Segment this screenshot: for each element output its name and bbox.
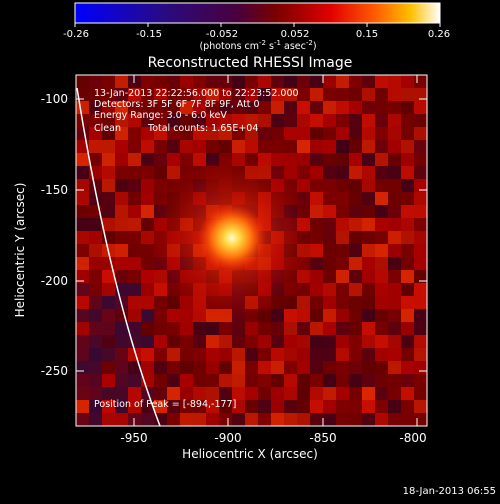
- peak-position: Position of Peak = [-894,-177]: [94, 399, 236, 410]
- plot-frame: [75, 74, 428, 427]
- x-ticks: [133, 75, 418, 426]
- x-tick-label: -850: [309, 431, 336, 445]
- colorbar: [74, 2, 441, 24]
- colorbar-tick-label: -0.26: [63, 29, 89, 40]
- rhessi-image: [76, 75, 427, 426]
- solar-limb: [76, 87, 161, 426]
- annotation-time: 13-Jan-2013 22:22:56.000 to 22:23:52.000: [94, 88, 299, 99]
- annotation-counts: Total counts: 1.65E+04: [147, 123, 258, 134]
- annotation-energy: Energy Range: 3.0 - 6.0 keV: [94, 110, 227, 121]
- y-ticks: [76, 98, 427, 372]
- colorbar-units: (photons cm-2 s-1 asec-2): [199, 39, 316, 52]
- x-tick-label: -800: [399, 431, 426, 445]
- colorbar-tick-label: 0.26: [428, 29, 450, 40]
- y-tick-label: -250: [41, 364, 68, 378]
- x-axis-label: Heliocentric X (arcsec): [182, 447, 318, 461]
- x-tick-label: -950: [120, 431, 147, 445]
- y-tick-label: -150: [41, 183, 68, 197]
- plot-title: Reconstructed RHESSI Image: [148, 55, 353, 71]
- annotation-detectors: Detectors: 3F 5F 6F 7F 8F 9F, Att 0: [94, 99, 260, 110]
- footer-date: 18-Jan-2013 06:55: [403, 486, 496, 497]
- y-tick-label: -100: [41, 92, 68, 106]
- colorbar-ticks: [74, 23, 441, 27]
- colorbar-tick-label: 0.15: [356, 29, 378, 40]
- colorbar-tick-label: -0.052: [206, 29, 238, 40]
- y-tick-label: -200: [41, 274, 68, 288]
- colorbar-tick-label: 0.052: [281, 29, 310, 40]
- colorbar-tick-label: -0.15: [136, 29, 162, 40]
- y-axis-label: Heliocentric Y (arcsec): [13, 183, 27, 318]
- x-tick-label: -900: [214, 431, 241, 445]
- annotation-method: Clean: [94, 123, 121, 134]
